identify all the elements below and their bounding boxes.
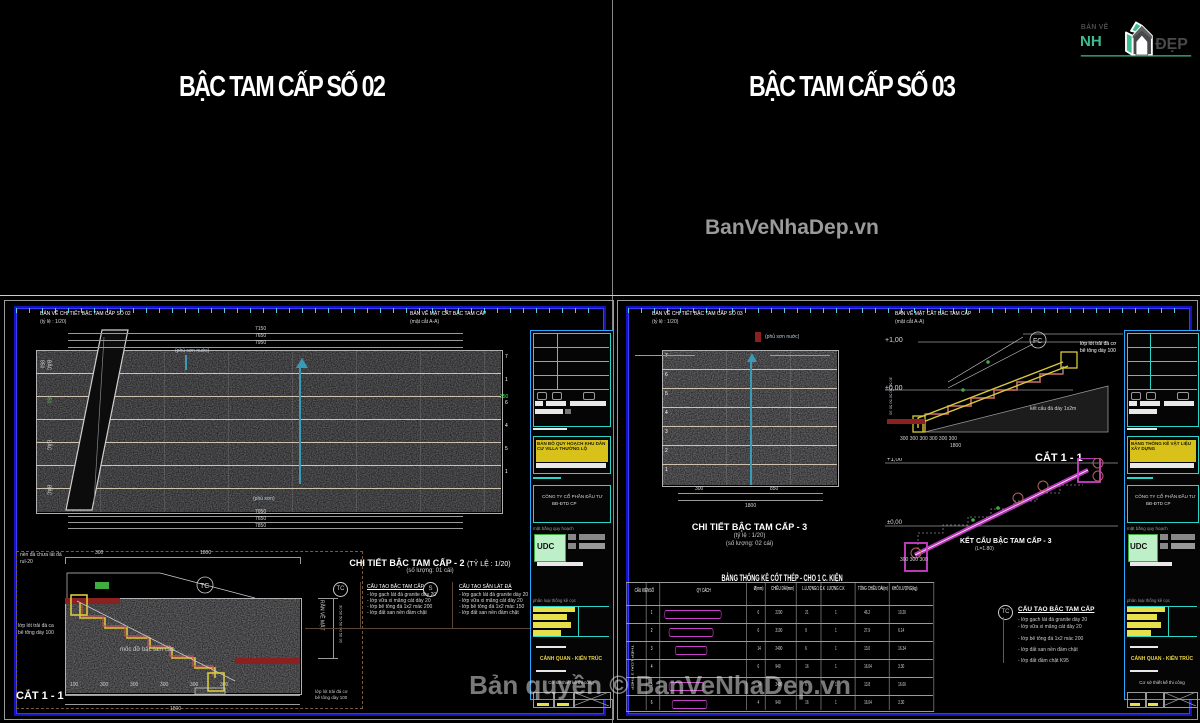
svg-text:BẢN VẼ: BẢN VẼ xyxy=(1081,22,1109,31)
svg-text:mốc đỡ bậc tam cấp: mốc đỡ bậc tam cấp xyxy=(120,647,175,653)
svg-text:FC: FC xyxy=(1033,338,1042,345)
svg-text:ĐẸP: ĐẸP xyxy=(1155,36,1188,53)
svg-text:TC: TC xyxy=(200,583,209,590)
svg-text:NH: NH xyxy=(1080,33,1102,50)
